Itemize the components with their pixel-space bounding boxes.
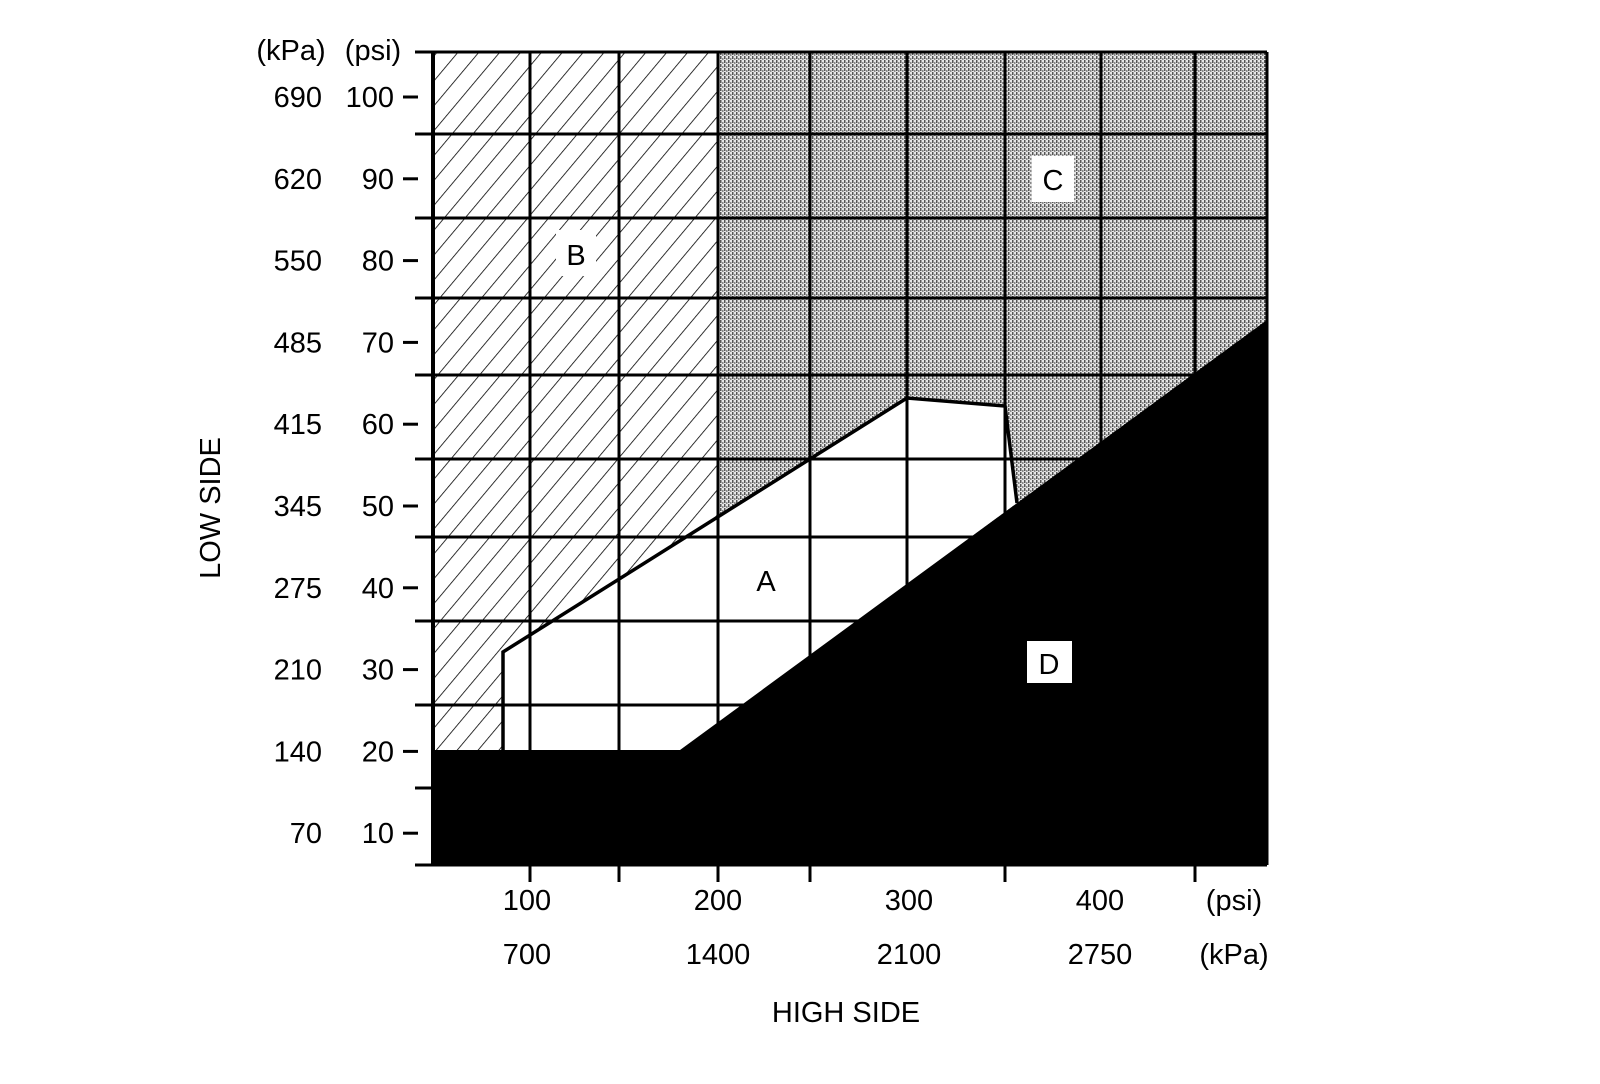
region-label-c: C xyxy=(1043,165,1064,197)
x-tick-label-kpa: 700 xyxy=(503,939,551,971)
y-tick-label-kpa: 415 xyxy=(274,409,322,441)
x-tick-label-kpa: 2750 xyxy=(1068,939,1133,971)
axes xyxy=(415,52,1269,882)
y-psi-header: (psi) xyxy=(345,35,401,67)
x-tick-label-kpa: 1400 xyxy=(686,939,751,971)
x-tick-label-psi: 200 xyxy=(694,885,742,917)
y-tick-label-psi: 70 xyxy=(362,327,394,359)
x-axis-title: HIGH SIDE xyxy=(772,997,920,1029)
y-tick-label-kpa: 485 xyxy=(274,327,322,359)
x-kpa-label: (kPa) xyxy=(1199,939,1268,971)
y-tick-label-psi: 90 xyxy=(362,164,394,196)
x-tick-label-psi: 400 xyxy=(1076,885,1124,917)
y-tick-label-psi: 20 xyxy=(362,736,394,768)
x-tick-label-psi: 100 xyxy=(503,885,551,917)
y-tick-label-kpa: 345 xyxy=(274,491,322,523)
y-tick-label-psi: 10 xyxy=(362,818,394,850)
y-tick-label-kpa: 70 xyxy=(290,818,322,850)
y-tick-label-psi: 100 xyxy=(346,82,394,114)
y-axis-title: LOW SIDE xyxy=(195,437,227,579)
x-tick-label-psi: 300 xyxy=(885,885,933,917)
region-label-b: B xyxy=(566,240,585,272)
y-tick-label-kpa: 620 xyxy=(274,164,322,196)
y-tick-label-psi: 60 xyxy=(362,409,394,441)
x-tick-label-kpa: 2100 xyxy=(877,939,942,971)
y-tick-label-kpa: 690 xyxy=(274,82,322,114)
region-d xyxy=(433,320,1267,865)
y-tick-label-psi: 30 xyxy=(362,655,394,687)
y-tick-label-psi: 80 xyxy=(362,246,394,278)
region-label-d: D xyxy=(1039,649,1060,681)
region-a-outline xyxy=(501,396,1019,752)
x-psi-label: (psi) xyxy=(1206,885,1262,917)
y-tick-label-kpa: 275 xyxy=(274,573,322,605)
y-tick-label-kpa: 550 xyxy=(274,246,322,278)
y-tick-label-psi: 50 xyxy=(362,491,394,523)
y-tick-label-kpa: 140 xyxy=(274,736,322,768)
y-tick-label-psi: 40 xyxy=(362,573,394,605)
region-label-a: A xyxy=(756,566,776,598)
y-tick-label-kpa: 210 xyxy=(274,655,322,687)
region-a xyxy=(503,398,1017,752)
y-kpa-header: (kPa) xyxy=(256,35,325,67)
